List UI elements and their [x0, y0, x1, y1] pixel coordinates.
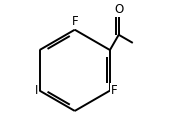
Text: F: F [111, 84, 118, 97]
Text: I: I [35, 84, 38, 97]
Text: F: F [72, 15, 78, 28]
Text: O: O [114, 3, 123, 16]
